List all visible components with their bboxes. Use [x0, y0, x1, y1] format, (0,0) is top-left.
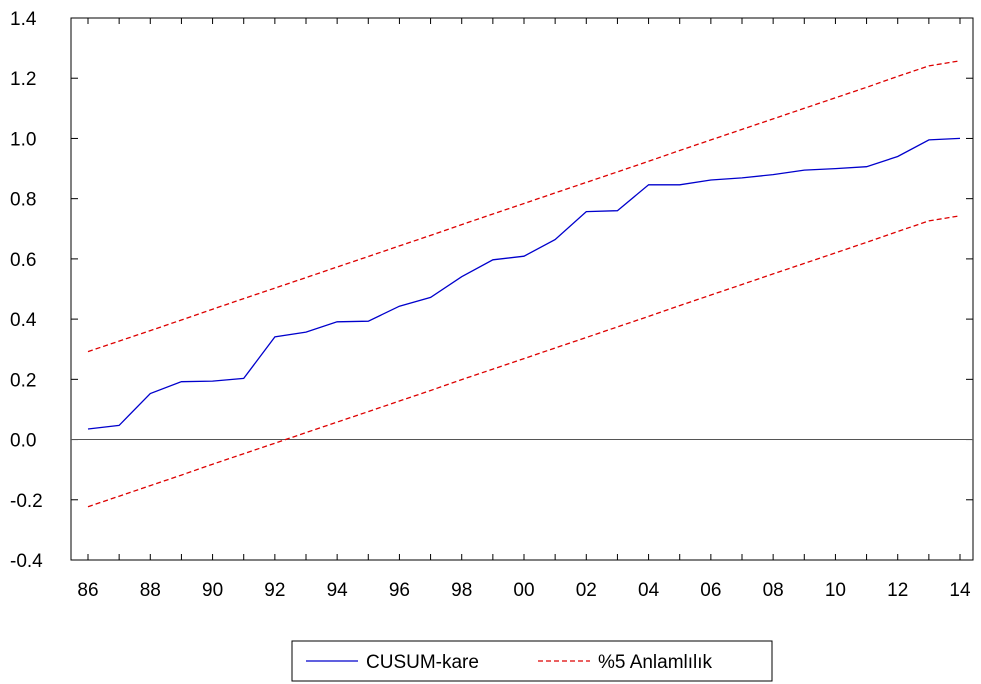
series-layer [87, 60, 961, 508]
x-tick-label: 10 [825, 580, 846, 601]
x-tick-label: 88 [140, 580, 161, 601]
x-tick-label: 00 [513, 580, 534, 601]
x-tick-label: 98 [451, 580, 472, 601]
y-tick-label: -0.4 [10, 551, 43, 572]
x-tick-label: 96 [389, 580, 410, 601]
legend-label-cusum: CUSUM-kare [366, 652, 479, 673]
x-tick-label: 86 [77, 580, 98, 601]
y-axis: -0.4 -0.2 0.0 0.2 0.4 0.6 0.8 1.0 1.2 1.4 [10, 9, 973, 572]
y-tick-label: 0.2 [10, 370, 36, 391]
legend-label-significance: %5 Anlamlılık [598, 652, 713, 673]
series-lower-bound [87, 215, 961, 508]
x-tick-label: 14 [949, 580, 971, 601]
y-tick-label: 1.0 [10, 129, 36, 150]
x-tick-label: 90 [202, 580, 223, 601]
x-tick-label: 92 [264, 580, 285, 601]
x-tick-label: 08 [763, 580, 784, 601]
series-cusum-squares [87, 137, 961, 430]
y-tick-label: -0.2 [10, 491, 43, 512]
y-tick-label: 0.8 [10, 190, 36, 211]
y-tick-label: 1.4 [10, 9, 37, 30]
y-tick-label: 0.4 [10, 310, 37, 331]
x-axis: 86 88 90 92 94 96 98 00 02 04 06 08 10 12 14 [77, 18, 971, 601]
legend-box [291, 640, 773, 682]
x-tick-label: 02 [576, 580, 597, 601]
x-tick-label: 12 [887, 580, 908, 601]
plot-area-frame [70, 17, 974, 561]
y-tick-label: 0.0 [10, 431, 36, 452]
series-upper-bound [87, 60, 961, 353]
y-tick-label: 0.6 [10, 250, 36, 271]
y-tick-label: 1.2 [10, 69, 36, 90]
x-tick-label: 94 [327, 580, 349, 601]
legend: CUSUM-kare %5 Anlamlılık [291, 640, 773, 682]
x-tick-label: 06 [700, 580, 721, 601]
x-tick-label: 04 [638, 580, 660, 601]
